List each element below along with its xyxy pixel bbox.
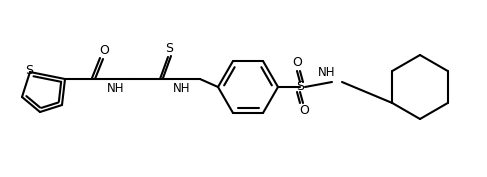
- Text: S: S: [165, 42, 173, 56]
- Text: NH: NH: [173, 82, 191, 96]
- Text: S: S: [296, 81, 304, 93]
- Text: O: O: [299, 104, 309, 118]
- Text: S: S: [25, 64, 33, 78]
- Text: NH: NH: [107, 82, 124, 96]
- Text: O: O: [99, 44, 109, 58]
- Text: NH: NH: [318, 67, 336, 79]
- Text: O: O: [292, 56, 302, 70]
